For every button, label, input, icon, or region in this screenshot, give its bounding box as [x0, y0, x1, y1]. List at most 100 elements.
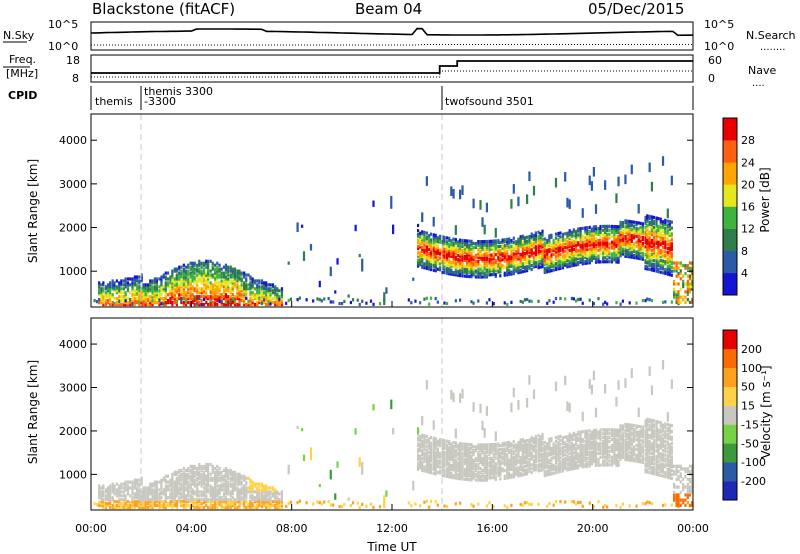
velocity-cell: [180, 476, 183, 480]
power-cell: [559, 253, 562, 257]
velocity-cell: [269, 490, 272, 494]
velocity-cell: [492, 448, 495, 452]
power-cell: [180, 293, 183, 297]
velocity-cell: [175, 470, 178, 474]
power-cell: [465, 239, 469, 243]
power-cell: [494, 239, 497, 243]
power-cell: [468, 263, 471, 267]
velocity-cell: [162, 478, 165, 482]
velocity-cell: [218, 484, 221, 488]
power-cell: [512, 242, 515, 246]
power-cell: [180, 265, 183, 269]
velocity-cell: [124, 505, 127, 510]
velocity-cell: [506, 468, 509, 472]
power-cell: [448, 236, 451, 240]
power-cell: [452, 261, 455, 265]
velocity-cell: [245, 482, 248, 486]
velocity-cell: [481, 449, 484, 453]
power-cell: [664, 222, 667, 226]
velocity-cell: [445, 474, 449, 479]
power-cell: [526, 259, 529, 263]
power-cell: [135, 287, 139, 291]
velocity-cell: [280, 498, 284, 502]
colorbar-tick-label: 24: [741, 156, 755, 169]
power-cell: [626, 241, 629, 245]
power-cell: [673, 292, 676, 297]
velocity-cell: [510, 448, 513, 452]
power-cell: [523, 242, 527, 246]
power-cell: [483, 263, 486, 267]
power-cell: [550, 249, 553, 253]
power-cell: [216, 275, 219, 279]
velocity-cell: [419, 462, 422, 466]
power-cell: [508, 259, 511, 263]
power-cell: [263, 287, 266, 291]
power-cell: [644, 237, 647, 241]
power-cell: [124, 277, 127, 281]
velocity-cell: [133, 484, 137, 488]
power-cell: [566, 265, 569, 269]
power-cell: [126, 289, 130, 293]
velocity-cell: [450, 389, 453, 400]
power-cell: [441, 243, 444, 247]
power-cell: [594, 233, 598, 237]
velocity-cell: [247, 502, 250, 506]
velocity-cell: [508, 444, 511, 448]
power-cell: [628, 229, 631, 233]
power-cell: [588, 257, 591, 261]
velocity-cell: [465, 475, 469, 480]
power-cell: [138, 298, 141, 303]
power-cell: [171, 279, 174, 283]
power-cell: [416, 264, 420, 268]
power-cell: [429, 262, 433, 266]
velocity-cell: [421, 441, 424, 445]
power-cell: [537, 236, 540, 240]
velocity-cell: [98, 490, 101, 494]
velocity-cell: [118, 498, 121, 502]
power-cell: [494, 247, 497, 251]
power-cell: [193, 289, 196, 293]
velocity-cell: [249, 488, 252, 492]
power-cell: [539, 251, 542, 255]
power-cell: [490, 263, 493, 267]
power-cell: [610, 246, 614, 250]
power-cell: [539, 239, 542, 244]
power-cell: [668, 225, 671, 230]
power-cell: [543, 270, 546, 275]
velocity-cell: [506, 458, 509, 462]
velocity-cell: [421, 462, 424, 467]
velocity-cell: [211, 494, 214, 498]
power-cell: [269, 302, 272, 306]
power-cell: [506, 265, 509, 269]
power-cell: [517, 237, 520, 241]
power-cell: [539, 265, 542, 269]
power-cell: [274, 285, 277, 289]
power-cell: [98, 293, 101, 297]
power-cell: [650, 231, 654, 235]
velocity-cell: [196, 502, 199, 506]
velocity-cell: [164, 490, 167, 494]
power-cell: [187, 297, 190, 301]
velocity-cell: [178, 470, 181, 474]
velocity-cell: [196, 500, 199, 504]
velocity-cell: [472, 472, 475, 476]
power-cell: [532, 235, 536, 240]
velocity-cell: [153, 496, 156, 500]
power-cell: [552, 248, 555, 253]
power-cell: [519, 254, 522, 259]
velocity-cell: [218, 498, 221, 502]
velocity-cell: [465, 454, 469, 458]
power-cell: [543, 251, 546, 255]
power-cell: [243, 271, 246, 275]
power-cell: [499, 262, 502, 266]
power-cell: [630, 222, 633, 226]
power-cell: [258, 300, 261, 305]
velocity-cell: [477, 502, 480, 506]
power-cell: [688, 287, 692, 291]
power-cell: [690, 277, 694, 281]
power-cell: [465, 247, 469, 251]
power-cell: [650, 233, 654, 237]
velocity-cell: [423, 438, 426, 442]
velocity-cell: [470, 450, 473, 455]
velocity-cell: [271, 486, 275, 490]
